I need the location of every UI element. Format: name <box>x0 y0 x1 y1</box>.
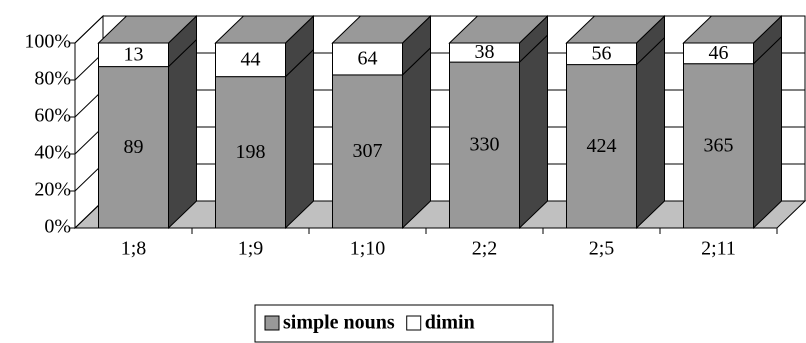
data-label: 44 <box>241 48 261 70</box>
legend-label: dimin <box>425 312 475 334</box>
bar-top <box>331 15 432 44</box>
legend: simple nouns dimin <box>254 304 554 343</box>
bar-segment <box>98 66 169 229</box>
data-label: 64 <box>358 48 378 70</box>
y-tick-label: 60% <box>34 105 71 127</box>
data-label: 13 <box>124 43 144 65</box>
x-tick-label: 1;10 <box>350 238 386 260</box>
bar-segment <box>215 42 286 78</box>
bar-top <box>682 15 783 44</box>
data-label: 38 <box>475 41 495 63</box>
y-tick-label: 20% <box>34 179 71 201</box>
data-label: 365 <box>704 134 734 156</box>
bar-side <box>285 48 314 230</box>
legend-box <box>254 304 554 343</box>
bar-side <box>168 38 197 230</box>
x-tick-label: 2;5 <box>589 238 615 260</box>
bar-top <box>565 15 666 44</box>
x-tick-label: 2;11 <box>701 238 736 260</box>
y-tick-label: 100% <box>24 31 71 53</box>
data-label: 46 <box>709 42 729 64</box>
bar-side <box>753 35 782 230</box>
data-label: 307 <box>353 140 383 162</box>
legend-swatch <box>264 315 280 331</box>
data-label: 89 <box>124 136 144 158</box>
grid-line-side <box>74 15 104 44</box>
legend-label: simple nouns <box>283 312 395 334</box>
x-tick-label: 1;9 <box>238 238 264 260</box>
y-tick-label: 0% <box>44 216 71 238</box>
x-tick-label: 1;8 <box>121 238 147 260</box>
bar-top <box>448 15 549 44</box>
legend-swatch <box>406 315 422 331</box>
bar-top <box>214 15 315 44</box>
data-label: 330 <box>470 134 500 156</box>
data-label: 198 <box>236 141 266 163</box>
y-tick-label: 80% <box>34 68 71 90</box>
bar-segment <box>215 76 286 229</box>
data-label: 56 <box>592 42 612 64</box>
bar-side <box>402 46 431 230</box>
bar-side <box>636 36 665 230</box>
x-tick-label: 2;2 <box>472 238 498 260</box>
y-tick-label: 40% <box>34 142 71 164</box>
bar-top <box>97 15 198 44</box>
data-label: 424 <box>587 135 617 157</box>
bar-segment <box>683 63 754 229</box>
bar-side <box>519 33 548 230</box>
